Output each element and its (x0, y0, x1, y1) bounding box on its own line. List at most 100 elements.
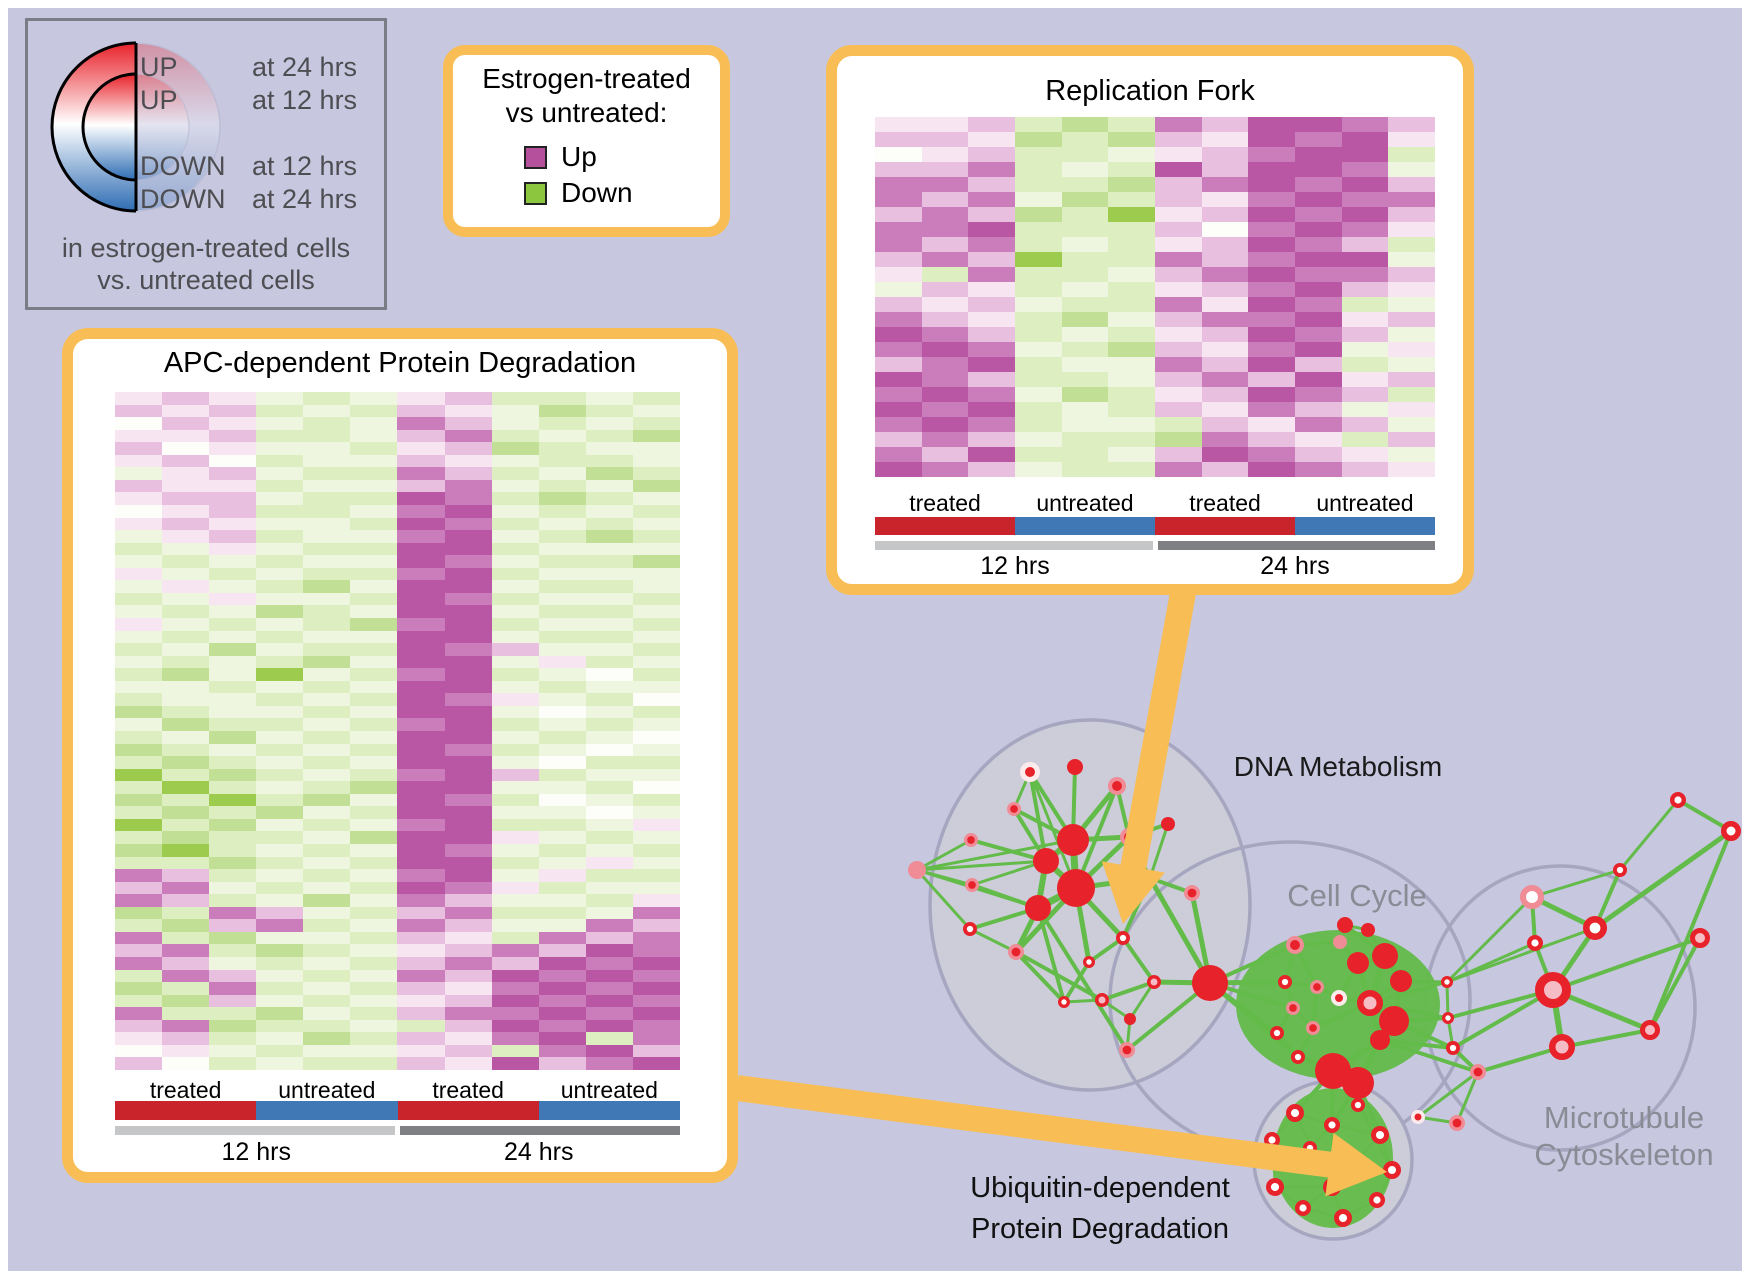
heatmap-cell (303, 818, 351, 832)
heatmap-cell (1155, 207, 1202, 222)
heatmap-cell (968, 447, 1015, 462)
heatmap-cell (444, 818, 492, 832)
heatmap-cell (968, 222, 1015, 237)
heatmap-cell (303, 969, 351, 983)
heatmap-cell (1295, 132, 1342, 147)
heatmap-cell (397, 982, 445, 995)
heatmap-cell (1201, 117, 1249, 132)
heatmap-cell (115, 643, 163, 656)
heatmap-cell (585, 705, 633, 719)
heatmap-cell (350, 768, 398, 782)
heatmap-cell (538, 1032, 586, 1045)
heatmap-cell (209, 442, 257, 455)
heatmap-cell (444, 1057, 492, 1070)
heatmap-cell (209, 705, 257, 719)
heatmap-cell (115, 843, 163, 857)
heatmap-cell (115, 517, 163, 531)
heatmap-cell (397, 643, 445, 656)
heatmap-cell (921, 417, 969, 432)
network-node-solid-41 (1370, 1030, 1390, 1050)
heatmap-cell (444, 944, 492, 957)
heatmap-cell (921, 132, 969, 147)
heatmap-cell (538, 730, 586, 744)
rf-untreated-bar-24 (1295, 517, 1435, 535)
heatmap-cell (303, 1019, 351, 1033)
heatmap-cell (350, 580, 398, 593)
heatmap-cell (256, 492, 304, 505)
heatmap-cell (444, 718, 492, 731)
heatmap-cell (209, 781, 257, 794)
heatmap-cell (585, 869, 633, 882)
heatmap-cell (303, 994, 351, 1008)
apc-12hr-label: 12 hrs (221, 1138, 291, 1166)
heatmap-cell (444, 856, 492, 870)
heatmap-cell (256, 718, 304, 731)
heatmap-cell (1295, 207, 1342, 222)
heatmap-cell (303, 429, 351, 443)
network-node-ring-30 (1278, 974, 1293, 989)
network-node-pinkcore-53 (1535, 972, 1571, 1008)
heatmap-cell (303, 417, 351, 430)
heatmap-cell (256, 517, 304, 531)
heatmap-cell (1295, 462, 1342, 477)
heatmap-cell (1061, 417, 1109, 432)
heatmap-cell (350, 404, 398, 418)
network-node-pinkring-33 (1285, 1001, 1300, 1016)
heatmap-cell (397, 617, 445, 631)
heatmap-cell (1061, 342, 1109, 357)
heatmap-cell (209, 956, 257, 970)
heatmap-cell (632, 693, 680, 706)
heatmap-cell (875, 237, 922, 252)
heatmap-cell (303, 881, 351, 895)
heatmap-cell (491, 392, 539, 405)
heatmap-cell (632, 806, 680, 819)
heatmap-cell (444, 680, 492, 694)
heatmap-cell (397, 404, 445, 418)
heatmap-cell (256, 479, 304, 493)
heatmap-cell (444, 404, 492, 418)
apc-untreated-bar-24 (538, 1101, 680, 1120)
heatmap-cell (538, 680, 586, 694)
heatmap-cell (585, 768, 633, 782)
heatmap-cell (209, 504, 257, 518)
heatmap-cell (491, 417, 539, 430)
heatmap-cell (256, 743, 304, 757)
heatmap-cell (968, 432, 1015, 447)
heatmap-cell (968, 342, 1015, 357)
heatmap-cell (585, 1044, 633, 1058)
network-edge-94 (1378, 1038, 1480, 1074)
heatmap-cell (921, 177, 969, 192)
heatmap-cell (209, 730, 257, 744)
heatmap-cell (256, 931, 304, 945)
heatmap-cell (397, 994, 445, 1008)
heatmap-cell (968, 267, 1015, 282)
heatmap-cell (209, 869, 257, 882)
color-key-box: Estrogen-treated vs untreated: Up Down (443, 45, 730, 237)
heatmap-cell (162, 969, 210, 983)
heatmap-cell (162, 705, 210, 719)
heatmap-cell (209, 429, 257, 443)
heatmap-cell (968, 417, 1015, 432)
heatmap-cell (538, 605, 586, 618)
network-edge-43 (1014, 950, 1066, 1004)
heatmap-cell (444, 504, 492, 518)
heatmap-cell (1108, 432, 1155, 447)
heatmap-cell (162, 843, 210, 857)
heatmap-cell (585, 881, 633, 895)
heatmap-cell (256, 818, 304, 832)
heatmap-cell (1388, 417, 1435, 432)
heatmap-cell (491, 517, 539, 531)
heatmap-cell (1061, 312, 1109, 327)
heatmap-cell (397, 580, 445, 593)
heatmap-cell (209, 668, 257, 681)
heatmap-cell (585, 806, 633, 819)
heatmap-cell (1388, 372, 1435, 387)
heatmap-cell (444, 467, 492, 480)
heatmap-cell (256, 643, 304, 656)
heatmap-cell (491, 680, 539, 694)
heatmap-cell (491, 894, 539, 907)
heatmap-cell (444, 1019, 492, 1033)
network-edge-98 (1445, 941, 1537, 984)
heatmap-cell (1108, 252, 1155, 267)
